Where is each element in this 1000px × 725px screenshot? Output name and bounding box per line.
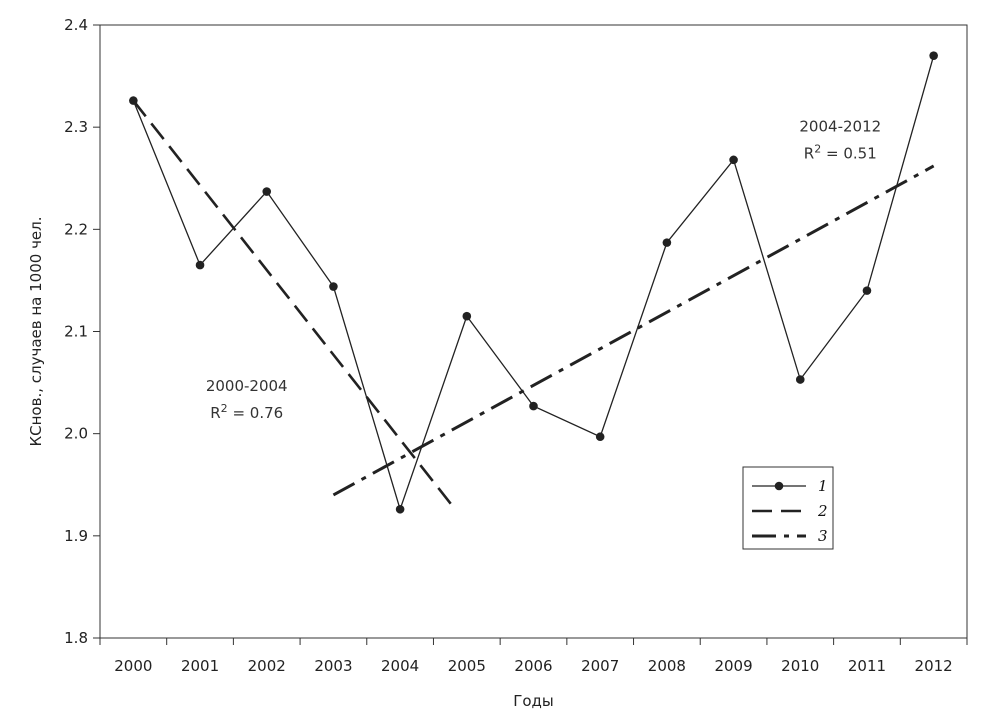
series-1-point: [662, 238, 672, 247]
x-tick-label: 2008: [648, 657, 686, 675]
series-1-point: [595, 432, 605, 442]
annotation-2-r2: R2 = 0.51: [804, 142, 877, 163]
x-tick-label: 2006: [514, 657, 552, 675]
annotation-2-value: = 0.51: [821, 144, 877, 162]
trend-line-2: [132, 99, 455, 509]
annotation-2-period: 2004-2012: [799, 117, 881, 135]
series-1-point: [395, 504, 405, 514]
series-1-point: [795, 375, 805, 384]
x-tick-label: 2009: [714, 657, 752, 675]
annotation-1-r: R: [210, 404, 220, 422]
y-tick-label: 2.4: [64, 16, 88, 34]
axes: 1.8 1.9 2.0 2.1 2.2 2.3 2.4 2000 2001 2002 2003 200…: [27, 16, 968, 710]
y-tick-label: 1.9: [64, 527, 88, 545]
annotation-2-r: R: [804, 144, 814, 162]
x-tick-label: 2001: [181, 657, 219, 675]
legend-marker-1: [774, 481, 784, 491]
trend-line-3: [332, 164, 935, 497]
series-1-point: [329, 282, 338, 291]
y-tick-label: 2.3: [64, 118, 88, 136]
x-axis-title: Годы: [513, 692, 554, 710]
series-1-point: [729, 155, 738, 165]
legend-label-1: 1: [818, 477, 828, 495]
x-tick-label: 2000: [114, 657, 152, 675]
x-tick-label: 2007: [581, 657, 619, 675]
series-1-point: [262, 187, 272, 196]
annotation-1-sup: 2: [221, 401, 228, 414]
annotation-1-r2: R2 = 0.76: [210, 401, 283, 422]
legend: 1 2 3: [742, 466, 834, 550]
x-tick-label: 2002: [248, 657, 286, 675]
series-1-point: [129, 96, 138, 105]
series-1-point: [462, 311, 472, 321]
series-1-point: [195, 260, 205, 270]
series-1-point: [529, 401, 538, 411]
y-tick-label: 2.1: [64, 323, 88, 341]
annotation-2-sup: 2: [814, 142, 821, 155]
x-tick-label: 2005: [448, 657, 486, 675]
y-tick-label: 2.0: [64, 425, 88, 443]
x-tick-label: 2012: [915, 657, 953, 675]
x-tick-label: 2003: [314, 657, 352, 675]
legend-label-2: 2: [817, 502, 828, 520]
series-layer: [129, 51, 938, 514]
y-tick-label: 1.8: [64, 629, 88, 647]
series-1-point: [862, 286, 872, 295]
legend-label-3: 3: [818, 527, 828, 545]
x-tick-label: 2004: [381, 657, 419, 675]
annotations: 2000-2004 R2 = 0.76 2004-2012 R2 = 0.51: [206, 117, 881, 422]
y-axis-title: КСнов., случаев на 1000 чел.: [27, 216, 45, 446]
y-tick-label: 2.2: [64, 220, 88, 238]
annotation-1-period: 2000-2004: [206, 377, 288, 395]
series-1-point: [929, 51, 938, 60]
annotation-1-value: = 0.76: [228, 404, 284, 422]
x-tick-label: 2010: [781, 657, 819, 675]
x-tick-label: 2011: [848, 657, 886, 675]
